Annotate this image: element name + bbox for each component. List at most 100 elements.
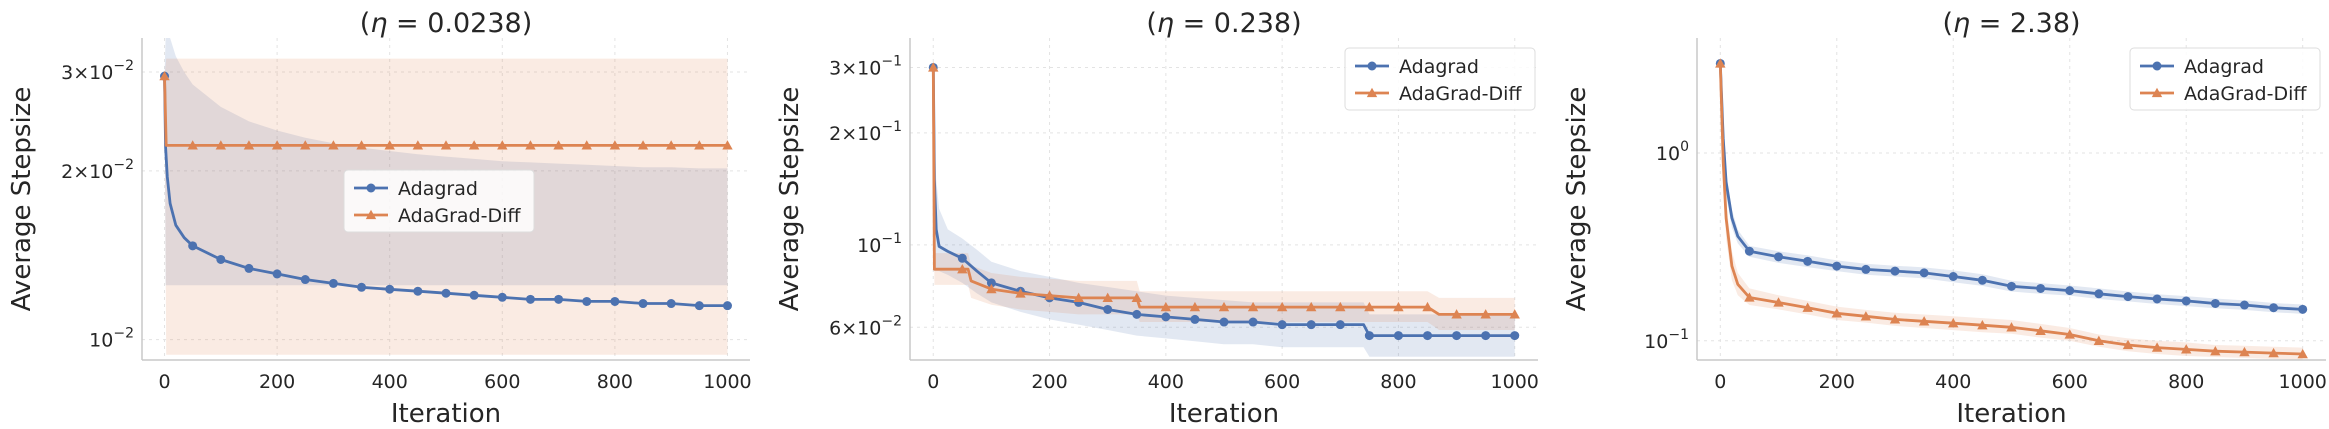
marker-adagrad — [244, 263, 254, 273]
marker-adagrad-diff — [1102, 292, 1113, 303]
x-tick-label: 400 — [1148, 371, 1184, 393]
x-tick-label: 1000 — [1491, 371, 1539, 393]
legend-label: Adagrad — [2184, 56, 2264, 78]
legend: Adagrad AdaGrad-Diff — [2129, 47, 2321, 111]
marker-adagrad-diff — [497, 140, 508, 150]
marker-adagrad-diff — [694, 140, 705, 150]
marker-adagrad — [525, 294, 535, 304]
marker-adagrad-diff — [1366, 87, 1378, 98]
marker-adagrad-diff — [1335, 301, 1346, 312]
marker-adagrad — [2094, 289, 2104, 299]
marker-adagrad-diff — [300, 140, 311, 150]
band-adagrad — [164, 38, 728, 286]
marker-adagrad — [272, 269, 282, 279]
legend-box — [343, 169, 535, 233]
marker-adagrad-diff — [2122, 339, 2134, 350]
marker-adagrad — [413, 286, 423, 296]
marker-adagrad — [2181, 296, 2191, 306]
marker-adagrad — [1803, 256, 1813, 266]
marker-adagrad-diff — [637, 140, 649, 150]
legend-box — [2129, 47, 2321, 111]
legend: Adagrad AdaGrad-Diff — [1344, 47, 1536, 111]
marker-adagrad — [300, 275, 310, 285]
plot-area — [928, 62, 1520, 357]
marker-adagrad — [2239, 300, 2249, 310]
x-tick-label: 1000 — [703, 371, 751, 393]
marker-adagrad-diff — [2297, 348, 2308, 359]
y-tick-label: 6×10−2 — [829, 313, 902, 339]
marker-adagrad-diff — [1073, 292, 1084, 303]
marker-adagrad — [1364, 331, 1374, 341]
marker-adagrad-diff — [1977, 320, 1988, 330]
marker-adagrad-diff — [957, 263, 968, 274]
marker-adagrad-diff — [243, 140, 255, 150]
y-tick-label: 3×10−2 — [61, 58, 134, 84]
marker-adagrad-diff — [1160, 301, 1172, 312]
marker-adagrad — [469, 290, 479, 300]
x-axis-label: Iteration — [1956, 399, 2066, 429]
band-adagrad — [933, 67, 1515, 357]
marker-adagrad — [1861, 264, 1871, 274]
marker-adagrad-diff — [553, 140, 564, 150]
x-tick-label: 0 — [927, 371, 939, 393]
x-tick-label: 200 — [1031, 371, 1067, 393]
x-tick-label: 800 — [2168, 371, 2204, 393]
marker-adagrad-diff — [2151, 87, 2163, 98]
series-markers-adagrad — [1715, 58, 2308, 314]
marker-adagrad-diff — [1189, 301, 1201, 312]
x-tick-label: 600 — [484, 371, 520, 393]
x-tick-label: 800 — [1380, 371, 1416, 393]
marker-adagrad — [1219, 317, 1229, 327]
marker-adagrad — [1277, 320, 1287, 330]
legend-label: AdaGrad-Diff — [2184, 83, 2307, 105]
marker-adagrad — [1248, 317, 1258, 327]
marker-adagrad-diff — [2239, 346, 2250, 357]
marker-adagrad-diff — [1364, 301, 1375, 312]
marker-adagrad — [2036, 283, 2046, 293]
x-tick-label: 1000 — [2279, 371, 2327, 393]
marker-adagrad-diff — [928, 62, 939, 72]
marker-adagrad-diff — [271, 140, 283, 150]
series-markers-adagrad-diff — [928, 62, 1520, 319]
marker-adagrad-diff — [665, 140, 677, 150]
series-markers-adagrad-diff — [159, 70, 733, 150]
marker-adagrad-diff — [1015, 288, 1026, 298]
marker-adagrad-diff — [1773, 297, 1784, 307]
marker-adagrad — [957, 253, 967, 263]
marker-adagrad — [2123, 292, 2133, 302]
chart-title: (η = 2.38) — [1942, 8, 2080, 39]
marker-adagrad — [722, 301, 732, 311]
marker-adagrad — [1481, 331, 1491, 341]
chart-panel-1: 0 200 400 600 800 1000 3×10−2 2×10−2 10−2 Iterati… — [7, 8, 752, 429]
marker-adagrad-diff — [159, 70, 170, 81]
chart-panel-2: 0 200 400 600 800 1000 3×10−1 2×10−1 10−1 6×10−2 I… — [775, 8, 1539, 429]
marker-adagrad-diff — [215, 140, 227, 150]
marker-adagrad — [986, 278, 996, 288]
marker-adagrad — [357, 282, 367, 292]
legend-label: Adagrad — [1399, 56, 1479, 78]
plot-area — [1715, 58, 2308, 360]
marker-adagrad — [610, 296, 620, 306]
legend-label: Adagrad — [398, 178, 478, 200]
marker-adagrad — [1367, 61, 1377, 71]
marker-adagrad-diff — [1218, 301, 1230, 312]
y-tick-label: 10−1 — [1644, 327, 1689, 353]
marker-adagrad — [2007, 281, 2016, 291]
y-tick-label: 10−2 — [89, 326, 134, 352]
marker-adagrad — [1919, 268, 1929, 278]
marker-adagrad — [1948, 271, 1958, 281]
marker-adagrad-diff — [356, 140, 367, 150]
marker-adagrad — [2065, 286, 2075, 296]
marker-adagrad-diff — [187, 140, 198, 150]
x-tick-label: 0 — [158, 371, 170, 393]
marker-adagrad-diff — [1131, 292, 1142, 303]
x-tick-label: 400 — [372, 371, 408, 393]
marker-adagrad — [2210, 298, 2220, 308]
marker-adagrad — [694, 301, 704, 311]
y-tick-label: 2×10−2 — [61, 157, 134, 183]
marker-adagrad — [1452, 331, 1462, 341]
marker-adagrad-diff — [2093, 335, 2105, 345]
marker-adagrad-diff — [1802, 302, 1813, 312]
marker-adagrad-diff — [468, 140, 480, 150]
